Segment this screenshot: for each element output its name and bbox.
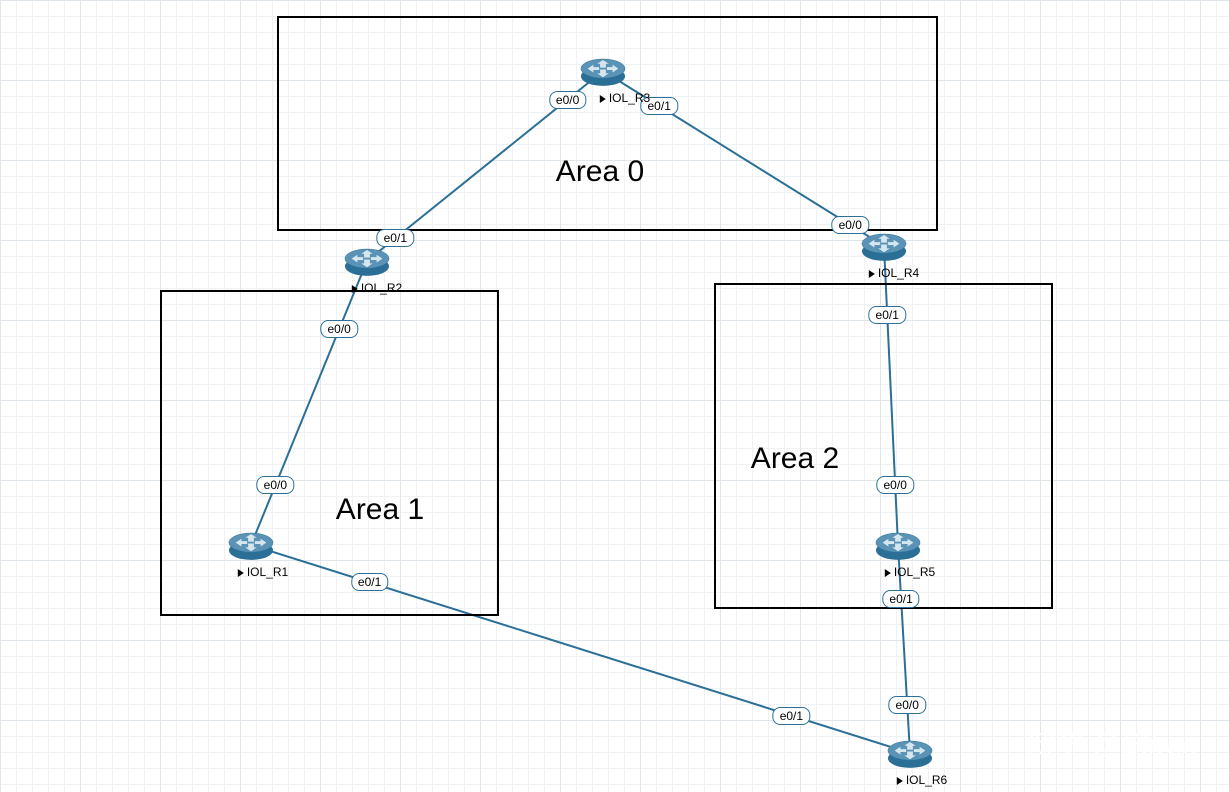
router-label-r3: IOL_R3 bbox=[600, 91, 650, 105]
router-icon-r4[interactable] bbox=[860, 229, 908, 263]
area-box-area0 bbox=[277, 16, 938, 231]
interface-badge-r1-r6-0: e0/1 bbox=[351, 573, 388, 591]
router-label-r5: IOL_R5 bbox=[885, 565, 935, 579]
play-triangle-icon bbox=[897, 777, 903, 785]
diagram-canvas: Area 0 Area 1 Area 2 e0/0 e0/1 e0/1 e0/0 e0/0 e… bbox=[0, 0, 1229, 792]
interface-badge-r4-r5-1: e0/0 bbox=[877, 476, 914, 494]
area-box-area1 bbox=[160, 290, 499, 616]
interface-badge-r5-r6-0: e0/1 bbox=[882, 590, 919, 608]
interface-badge-r2-r1-1: e0/0 bbox=[257, 476, 294, 494]
router-label-text-r1: IOL_R1 bbox=[247, 565, 288, 579]
play-triangle-icon bbox=[600, 95, 606, 103]
router-icon-r6[interactable] bbox=[886, 736, 934, 770]
area-label-area0: Area 0 bbox=[556, 155, 644, 189]
interface-badge-r3-r2-0: e0/0 bbox=[549, 91, 586, 109]
router-icon-r2[interactable] bbox=[343, 244, 391, 278]
area-label-area2: Area 2 bbox=[751, 442, 839, 476]
router-label-r4: IOL_R4 bbox=[869, 266, 919, 280]
area-label-area1: Area 1 bbox=[336, 493, 424, 527]
interface-badge-r5-r6-1: e0/0 bbox=[889, 696, 926, 714]
interface-badge-r2-r1-0: e0/0 bbox=[320, 320, 357, 338]
router-icon-r1[interactable] bbox=[227, 528, 275, 562]
play-triangle-icon bbox=[869, 270, 875, 278]
router-label-text-r3: IOL_R3 bbox=[609, 91, 650, 105]
router-label-r6: IOL_R6 bbox=[897, 773, 947, 787]
play-triangle-icon bbox=[352, 285, 358, 293]
router-label-r2: IOL_R2 bbox=[352, 281, 402, 295]
play-triangle-icon bbox=[885, 569, 891, 577]
watermark-text: 知乎 @Ethan bbox=[1025, 722, 1199, 762]
router-label-text-r4: IOL_R4 bbox=[878, 266, 919, 280]
router-label-text-r6: IOL_R6 bbox=[906, 773, 947, 787]
interface-badge-r4-r5-0: e0/1 bbox=[869, 306, 906, 324]
router-icon-r5[interactable] bbox=[874, 528, 922, 562]
interface-badge-r1-r6-1: e0/1 bbox=[773, 707, 810, 725]
router-label-text-r2: IOL_R2 bbox=[361, 281, 402, 295]
router-label-r1: IOL_R1 bbox=[238, 565, 288, 579]
play-triangle-icon bbox=[238, 569, 244, 577]
router-icon-r3[interactable] bbox=[579, 54, 627, 88]
router-label-text-r5: IOL_R5 bbox=[894, 565, 935, 579]
